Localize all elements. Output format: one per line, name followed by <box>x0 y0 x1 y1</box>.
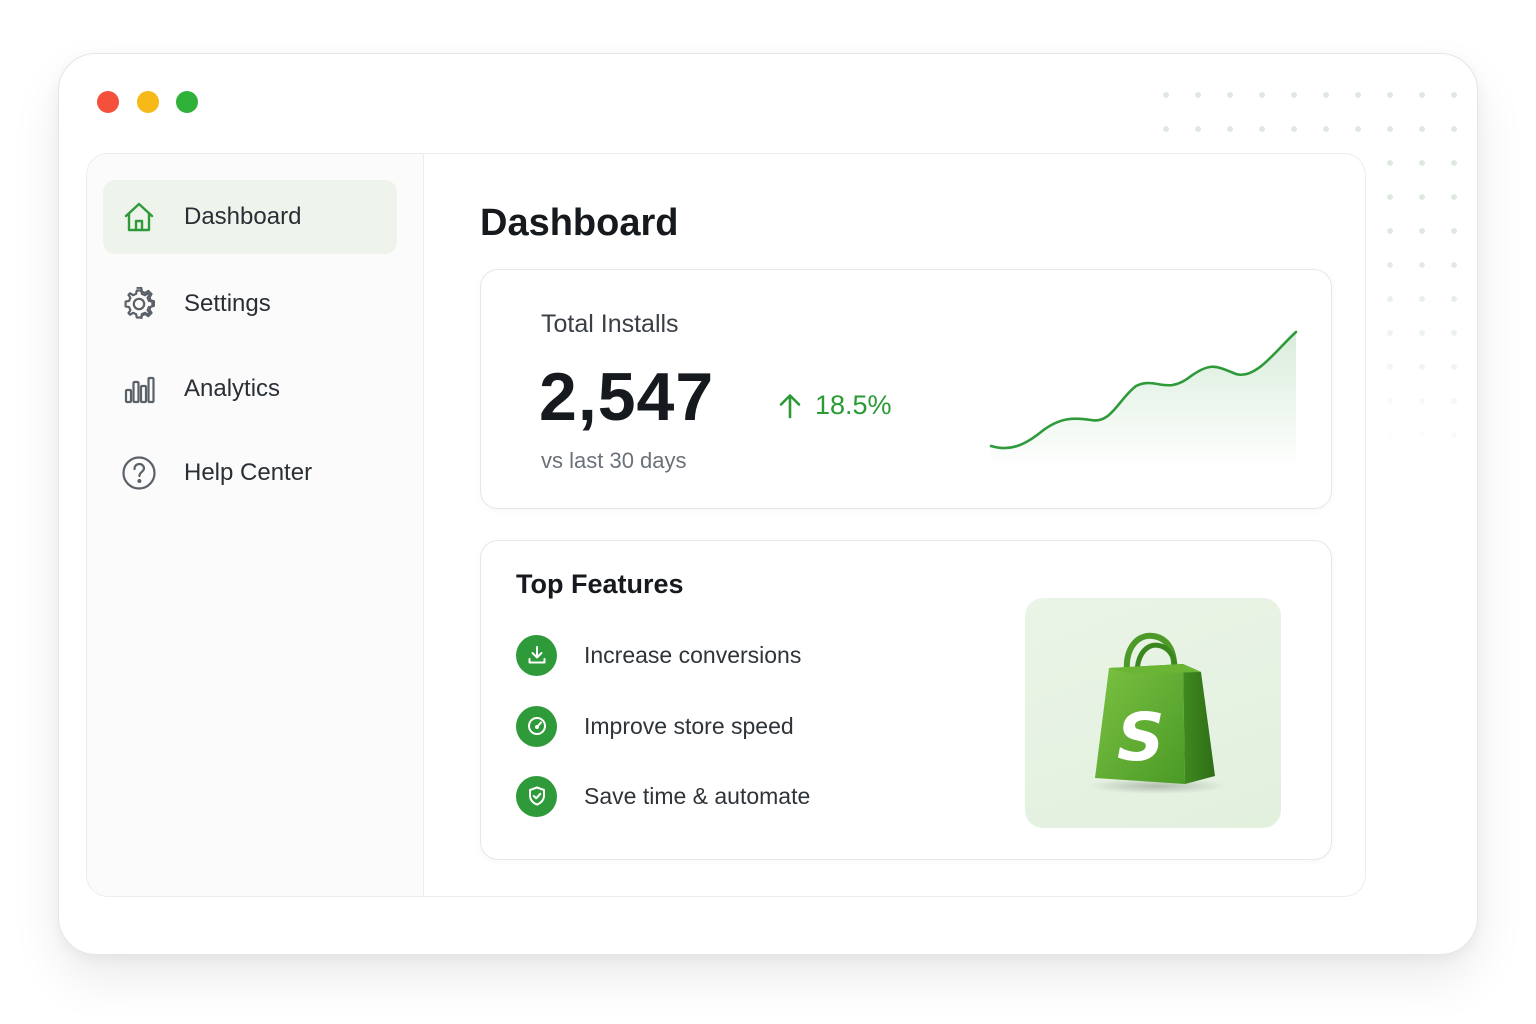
feature-label: Increase conversions <box>584 641 802 668</box>
sidebar-item-label: Analytics <box>184 375 281 402</box>
top-features-card: Top Features Increase conversions <box>480 540 1332 860</box>
shield-check-icon <box>516 775 557 817</box>
features-title: Top Features <box>516 569 684 599</box>
installs-sparkline <box>989 330 1298 470</box>
sidebar-item-label: Dashboard <box>184 203 302 230</box>
app-frame: Dashboard Settings Analyt <box>86 153 1366 897</box>
feature-label: Save time & automate <box>584 782 811 809</box>
installs-change: 18.5% <box>777 390 892 421</box>
feature-item: Increase conversions <box>516 633 801 677</box>
installs-label: Total Installs <box>541 310 679 338</box>
sidebar-item-help-center[interactable]: Help Center <box>103 436 397 510</box>
arrow-up-icon <box>779 393 801 418</box>
sidebar-item-settings[interactable]: Settings <box>103 267 397 341</box>
window-close-button[interactable] <box>97 91 119 113</box>
sidebar-item-dashboard[interactable]: Dashboard <box>103 180 397 254</box>
installs-period: vs last 30 days <box>541 448 687 473</box>
shopping-bag-logo: S <box>1087 632 1227 794</box>
installs-change-value: 18.5% <box>815 390 892 420</box>
window-maximize-button[interactable] <box>176 91 198 113</box>
feature-item: Improve store speed <box>516 704 794 748</box>
download-icon <box>516 634 557 676</box>
home-icon <box>121 199 157 235</box>
help-circle-icon <box>121 455 157 491</box>
window-minimize-button[interactable] <box>137 91 159 113</box>
feature-label: Improve store speed <box>584 712 794 739</box>
sidebar-item-analytics[interactable]: Analytics <box>103 352 397 426</box>
speedometer-icon <box>516 705 557 747</box>
total-installs-card: Total Installs 2,547 18.5% vs last 30 da… <box>480 269 1332 509</box>
main-content: Dashboard Total Installs 2,547 18.5% vs … <box>424 154 1365 896</box>
feature-item: Save time & automate <box>516 774 810 818</box>
gear-icon <box>121 286 157 322</box>
installs-value: 2,547 <box>539 359 715 435</box>
svg-text:S: S <box>1117 699 1165 776</box>
shopping-bag-logo-tile: S <box>1025 598 1281 828</box>
page-title: Dashboard <box>480 202 679 244</box>
bar-chart-icon <box>121 371 157 407</box>
sidebar-item-label: Help Center <box>184 459 313 486</box>
sidebar: Dashboard Settings Analyt <box>87 154 424 896</box>
sidebar-item-label: Settings <box>184 290 271 317</box>
